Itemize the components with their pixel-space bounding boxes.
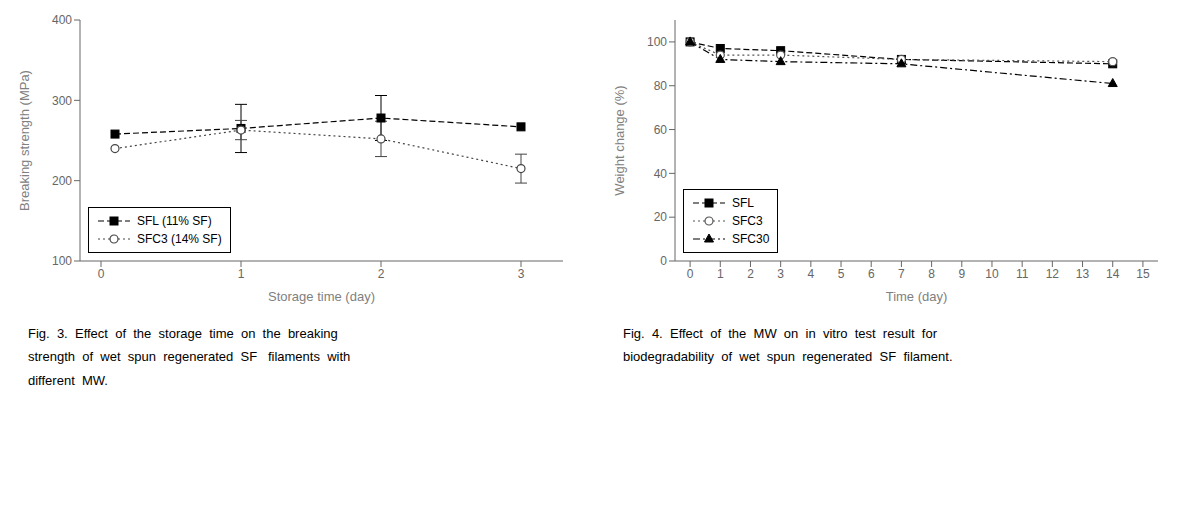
html-text:different MW.: different MW.: [28, 372, 108, 388]
svg-text:100: 100: [647, 35, 667, 49]
svg-text:40: 40: [654, 167, 668, 181]
svg-text:11: 11: [1016, 267, 1029, 281]
html-text:SFC30: SFC30: [732, 232, 770, 246]
html-text:biodegradability of wet spun r: biodegradability of wet spun regenerated…: [623, 349, 953, 365]
svg-text:300: 300: [52, 94, 72, 108]
svg-text:14: 14: [1106, 267, 1120, 281]
svg-text:2: 2: [378, 267, 385, 281]
svg-text:Weight change (%): Weight change (%): [612, 85, 627, 195]
svg-text:1: 1: [238, 267, 245, 281]
svg-text:3: 3: [518, 267, 525, 281]
svg-text:10: 10: [985, 267, 999, 281]
html-text:SFL: SFL: [732, 196, 754, 210]
svg-text:12: 12: [1046, 267, 1060, 281]
svg-text:60: 60: [654, 123, 668, 137]
svg-text:15: 15: [1136, 267, 1150, 281]
svg-text:8: 8: [928, 267, 935, 281]
svg-text:Breaking strength (MPa): Breaking strength (MPa): [17, 70, 32, 211]
svg-text:80: 80: [654, 79, 668, 93]
html-text:SFC3 (14% SF): SFC3 (14% SF): [137, 232, 222, 246]
svg-text:200: 200: [52, 174, 72, 188]
svg-text:6: 6: [868, 267, 875, 281]
svg-text:0: 0: [98, 267, 105, 281]
html-text:SFL (11% SF): SFL (11% SF): [137, 214, 212, 228]
svg-text:13: 13: [1076, 267, 1090, 281]
svg-text:400: 400: [52, 13, 72, 27]
svg-text:1: 1: [717, 267, 724, 281]
html-text:Fig. 3. Effect of the storage: Fig. 3. Effect of the storage time on th…: [28, 326, 338, 341]
svg-text:7: 7: [898, 267, 905, 281]
svg-text:0: 0: [687, 267, 694, 281]
html-text:Fig. 4. Effect of the MW on in: Fig. 4. Effect of the MW on in vitro tes…: [623, 326, 937, 341]
svg-text:3: 3: [777, 267, 784, 281]
html-text:SFC3: SFC3: [732, 214, 763, 228]
svg-text:Storage time (day): Storage time (day): [268, 289, 375, 304]
svg-text:9: 9: [958, 267, 965, 281]
svg-text:Time (day): Time (day): [886, 289, 948, 304]
svg-text:4: 4: [808, 267, 815, 281]
svg-text:100: 100: [52, 254, 72, 268]
svg-text:5: 5: [838, 267, 845, 281]
svg-text:2: 2: [747, 267, 754, 281]
svg-text:20: 20: [654, 210, 668, 224]
svg-text:0: 0: [660, 254, 667, 268]
html-text:strength of wet spun regenerat: strength of wet spun regenerated SF fila…: [28, 349, 351, 365]
